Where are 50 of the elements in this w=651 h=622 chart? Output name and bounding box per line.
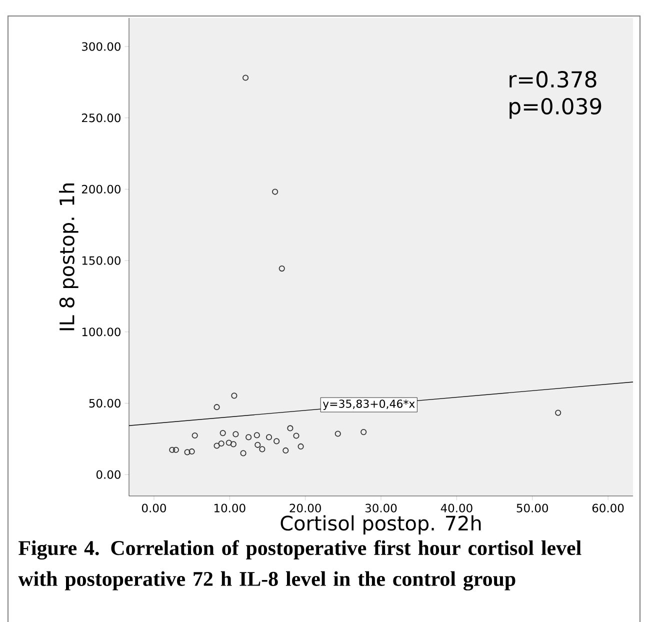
point [254,432,260,438]
point [259,446,266,452]
point [278,266,285,272]
y-tick-label: 50.00 [89,398,120,408]
point [287,425,294,432]
y-tick-label: 300.00 [82,42,120,51]
annotation: p=0.039 [510,98,602,119]
point [293,432,300,439]
x-tick-label: 30.00 [365,504,397,512]
point [298,443,304,450]
point [188,448,195,455]
x-tick-label: 10.00 [214,504,246,512]
point [226,440,232,446]
x-tick-label: 20.00 [290,504,321,512]
point [254,442,261,448]
y-tick-label: 0.00 [96,470,120,479]
point [232,431,239,438]
point [230,441,236,448]
y-axis-title: IL 8 postop. 1h [59,184,78,330]
x-tick-label: 60.00 [592,504,624,512]
point [246,434,252,440]
point [266,434,272,440]
point [272,188,278,195]
point [192,432,198,439]
point [231,392,238,399]
point [220,430,226,436]
x-axis-title: Cortisol postop. 72h [280,515,481,535]
point [169,446,176,453]
caption: Figure 4. Correlation of postoperative first hour cortisol level with postoperative 72 h IL-8 level in the control group [18,540,582,590]
y-tick-label: 250.00 [82,114,120,122]
x-tick-label: 50.00 [516,504,548,512]
point [555,410,562,416]
x-tick-label: 40.00 [440,504,472,512]
y-tick-label: 150.00 [82,256,120,265]
point [172,446,179,453]
point [184,449,190,456]
point [360,429,367,436]
point [218,440,224,447]
annotation: y=35,83+0,46*x [322,400,415,410]
point [240,450,246,456]
point [282,447,289,454]
annotation: r=0.378 [510,71,596,88]
point [334,430,341,437]
y-tick-label: 100.00 [82,328,120,336]
x-tick-label: 0.00 [142,504,166,512]
point [274,438,280,444]
y-tick-label: 200.00 [82,184,120,194]
point [242,74,249,81]
point [214,404,220,410]
point [214,442,220,449]
